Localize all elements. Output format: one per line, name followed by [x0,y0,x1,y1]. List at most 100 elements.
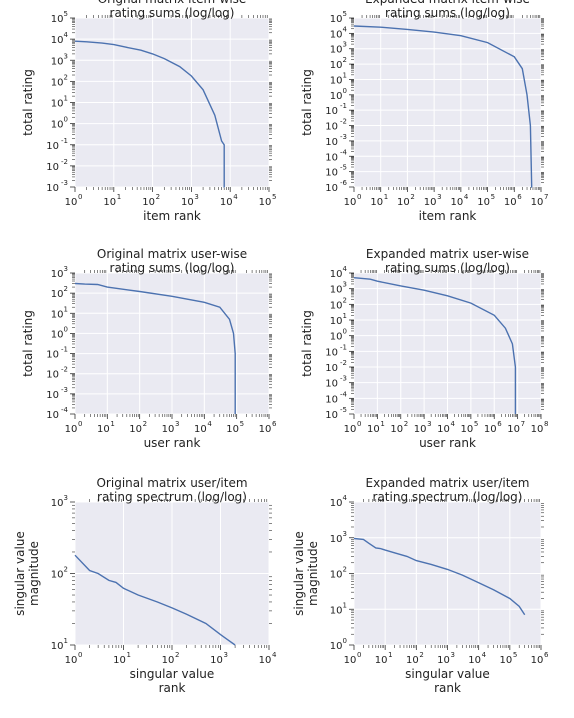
plot-area [354,18,541,187]
y-tick-label: 10 [51,498,64,509]
x-tick-exponent: 4 [482,651,487,659]
subplot-1: 10 0 10 1 10 2 10 3 10 4 10 5-310-210-1100101102103… [21,0,276,223]
y-tick-exponent: 2 [343,566,347,574]
x-tick-exponent: 3 [224,651,228,659]
x-tick-label: 10 [507,424,520,435]
y-tick-label: 10 [325,363,338,374]
x-tick-label: 10 [531,655,544,666]
x-tick-exponent: 4 [272,651,277,659]
y-tick-exponent: 3 [64,52,68,60]
x-tick-exponent: 0 [78,420,82,428]
subplot-6: 10 0 10 1 10 2 10 3 10 4 10 5 10 6010110210310410Expa… [292,476,549,695]
x-tick-label: 10 [65,424,78,435]
x-tick-label: 10 [344,655,357,666]
x-tick-exponent: 2 [156,193,160,201]
y-tick-label: 10 [46,141,59,152]
y-tick-label: 10 [51,120,64,131]
x-tick-label: 10 [390,424,403,435]
y-axis-label: singular value [292,531,306,616]
y-tick-label: 10 [330,285,343,296]
x-tick-label: 10 [259,424,272,435]
y-tick-exponent: -2 [61,158,68,166]
y-tick-label: 10 [330,534,343,545]
x-tick-exponent: 3 [194,193,198,201]
x-tick-label: 10 [162,424,175,435]
x-axis-label: item rank [143,209,201,223]
x-tick-exponent: 1 [388,651,392,659]
y-tick-exponent: 4 [343,25,348,33]
y-tick-exponent: 3 [64,494,68,502]
y-tick-exponent: 4 [343,494,348,502]
y-tick-exponent: 3 [343,530,347,538]
x-tick-label: 10 [406,655,419,666]
chart-title: Expanded matrix item-wise [365,0,530,6]
x-tick-label: 10 [424,197,437,208]
y-tick-label: 10 [330,332,343,343]
y-tick-exponent: 3 [343,281,347,289]
y-tick-label: 10 [325,122,338,133]
x-tick-exponent: 2 [410,193,414,201]
y-axis-label: magnitude [27,541,41,606]
y-tick-exponent: 0 [64,116,68,124]
chart-title: rating sums (log/log) [385,261,510,275]
x-tick-exponent: 0 [78,651,82,659]
y-tick-exponent: -2 [61,366,68,374]
x-tick-exponent: 1 [117,193,121,201]
x-tick-label: 10 [414,424,427,435]
x-tick-exponent: 3 [427,420,431,428]
y-tick-label: 10 [51,570,64,581]
y-tick-exponent: 0 [343,328,347,336]
y-tick-exponent: -4 [340,148,348,156]
x-tick-exponent: 8 [544,420,548,428]
x-tick-exponent: 2 [419,651,423,659]
x-tick-label: 10 [344,197,357,208]
y-tick-exponent: 2 [64,73,68,81]
y-axis-label: total rating [21,310,35,377]
x-tick-exponent: 1 [127,651,131,659]
chart-title: rating spectrum (log/log) [373,490,523,504]
x-tick-exponent: 4 [451,420,456,428]
y-tick-exponent: 1 [343,601,347,609]
x-tick-exponent: 5 [491,193,495,201]
y-tick-label: 10 [51,329,64,340]
x-tick-label: 10 [210,655,223,666]
y-tick-exponent: -4 [340,390,348,398]
x-tick-exponent: 7 [544,193,548,201]
x-tick-label: 10 [484,424,497,435]
chart-title: Orignal matrix item-wise [98,0,247,6]
y-tick-label: 10 [51,641,64,652]
y-tick-exponent: -2 [340,118,347,126]
y-tick-exponent: 1 [64,637,68,645]
y-tick-label: 10 [325,152,338,163]
chart-title: rating sums (log/log) [385,6,510,20]
x-tick-label: 10 [113,655,126,666]
x-tick-label: 10 [65,655,78,666]
x-tick-label: 10 [531,424,544,435]
x-tick-label: 10 [531,197,544,208]
chart-title: rating sums (log/log) [110,6,235,20]
y-tick-label: 10 [325,347,338,358]
y-tick-label: 10 [325,379,338,390]
x-tick-exponent: 5 [240,420,244,428]
y-tick-label: 10 [325,168,338,179]
y-tick-exponent: 2 [64,566,68,574]
x-tick-label: 10 [468,655,481,666]
y-tick-label: 10 [325,106,338,117]
y-tick-exponent: 2 [343,296,347,304]
x-tick-label: 10 [477,197,490,208]
x-tick-exponent: 3 [175,420,179,428]
x-tick-exponent: 5 [474,420,478,428]
x-tick-exponent: 1 [110,420,114,428]
x-tick-label: 10 [461,424,474,435]
x-axis-label: rank [434,681,461,695]
y-tick-exponent: -2 [340,359,347,367]
x-axis-label: singular value [130,667,215,681]
y-tick-label: 10 [330,498,343,509]
x-tick-exponent: 5 [513,651,517,659]
x-tick-exponent: 6 [497,420,502,428]
y-tick-exponent: 5 [343,10,347,18]
y-tick-exponent: -3 [340,133,347,141]
y-tick-label: 10 [51,77,64,88]
chart-title: Original matrix user/item [96,476,247,490]
